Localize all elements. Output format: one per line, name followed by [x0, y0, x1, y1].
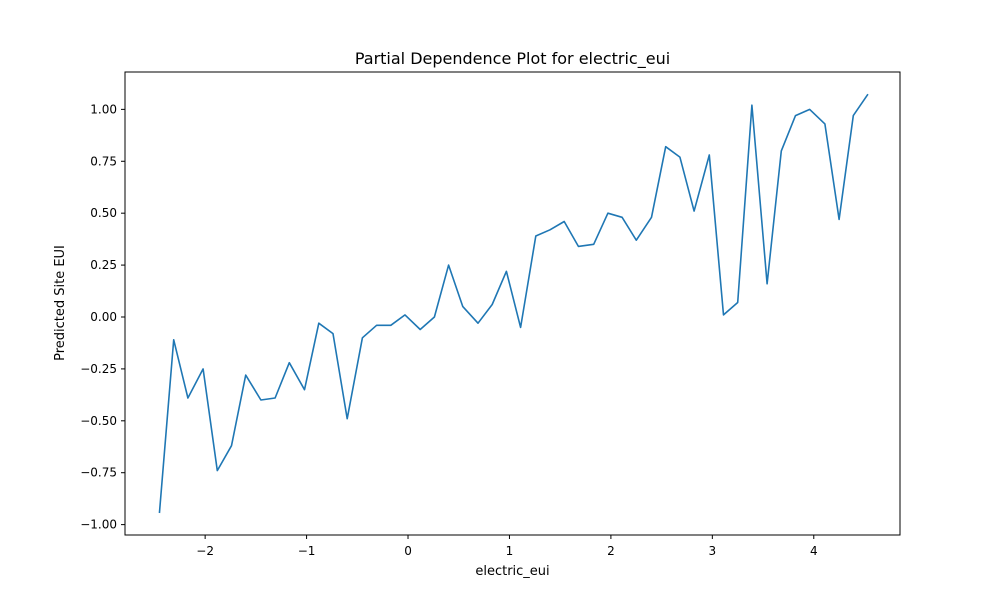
data-point	[780, 150, 782, 152]
data-point	[260, 399, 262, 401]
data-point	[158, 511, 160, 513]
data-point	[491, 303, 493, 305]
data-point	[303, 389, 305, 391]
series-line	[158, 93, 869, 514]
data-point	[433, 316, 435, 318]
data-point	[693, 210, 695, 212]
y-tick-label: 0.50	[90, 206, 117, 220]
data-point	[866, 94, 868, 96]
y-tick-label: 0.00	[90, 310, 117, 324]
data-point	[535, 235, 537, 237]
data-point	[288, 362, 290, 364]
data-point	[230, 445, 232, 447]
y-axis-label: Predicted Site EUI	[53, 245, 68, 361]
x-axis-label: electric_eui	[475, 564, 549, 579]
data-point	[173, 339, 175, 341]
data-point	[607, 212, 609, 214]
y-tick-label: −0.75	[80, 466, 117, 480]
data-point	[404, 314, 406, 316]
data-point	[737, 301, 739, 303]
plot-frame	[124, 71, 901, 536]
data-point	[346, 418, 348, 420]
data-point	[809, 108, 811, 110]
y-tick-label: 0.25	[90, 258, 117, 272]
x-tick-label: 3	[709, 544, 717, 558]
data-point	[708, 154, 710, 156]
data-point	[563, 220, 565, 222]
data-point	[318, 322, 320, 324]
data-point	[477, 322, 479, 324]
x-tick-label: 1	[506, 544, 514, 558]
data-point	[650, 216, 652, 218]
y-tick-label: −0.50	[80, 414, 117, 428]
data-point	[216, 469, 218, 471]
data-point	[665, 146, 667, 148]
data-point	[824, 123, 826, 125]
data-point	[202, 368, 204, 370]
data-point	[549, 229, 551, 231]
data-point	[245, 374, 247, 376]
y-tick-label: −0.25	[80, 362, 117, 376]
data-point	[187, 397, 189, 399]
data-point	[722, 314, 724, 316]
data-point	[375, 324, 377, 326]
data-point	[419, 328, 421, 330]
x-tick-label: 2	[607, 544, 615, 558]
data-point	[577, 245, 579, 247]
data-point	[766, 283, 768, 285]
data-point	[274, 397, 276, 399]
data-point	[447, 264, 449, 266]
data-point	[679, 156, 681, 158]
data-point	[838, 218, 840, 220]
x-tick-label: 0	[404, 544, 412, 558]
data-point	[794, 114, 796, 116]
data-point	[635, 239, 637, 241]
data-point	[462, 305, 464, 307]
y-tick-label: −1.00	[80, 518, 117, 532]
data-point	[519, 326, 521, 328]
x-tick-label: −1	[298, 544, 316, 558]
y-tick-label: 0.75	[90, 154, 117, 168]
data-point	[361, 337, 363, 339]
data-point	[505, 270, 507, 272]
data-point	[332, 332, 334, 334]
y-tick-label: 1.00	[90, 102, 117, 116]
data-point	[390, 324, 392, 326]
x-tick-label: −2	[196, 544, 214, 558]
data-point	[852, 114, 854, 116]
x-tick-label: 4	[810, 544, 818, 558]
data-point	[621, 216, 623, 218]
data-point	[593, 243, 595, 245]
data-point	[751, 104, 753, 106]
chart-title: Partial Dependence Plot for electric_eui	[355, 49, 670, 69]
